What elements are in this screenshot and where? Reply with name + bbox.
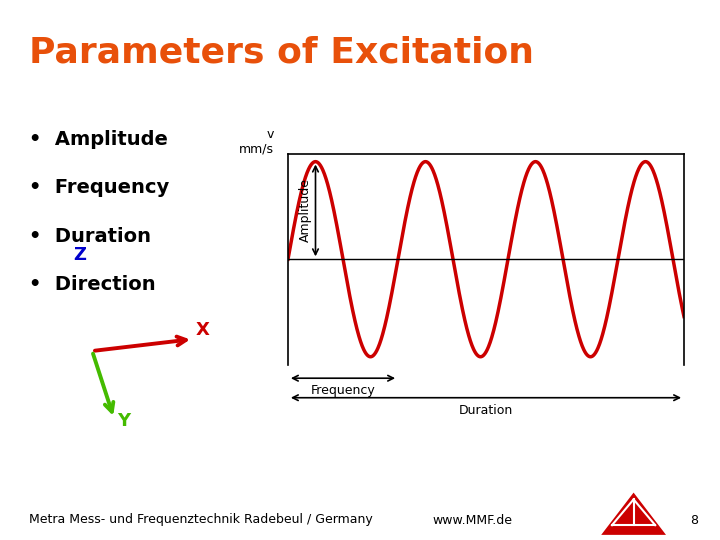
Text: v
mm/s: v mm/s: [239, 127, 274, 156]
Text: 8: 8: [690, 514, 698, 526]
Text: Z: Z: [73, 246, 86, 264]
Text: Metra Mess- und Frequenztechnik Radebeul / Germany: Metra Mess- und Frequenztechnik Radebeul…: [29, 514, 372, 526]
Text: www.MMF.de: www.MMF.de: [432, 514, 512, 526]
Text: X: X: [196, 321, 210, 339]
Text: •  Duration: • Duration: [29, 227, 150, 246]
Polygon shape: [601, 492, 666, 535]
Text: •  Frequency: • Frequency: [29, 178, 169, 197]
Text: Parameters of Excitation: Parameters of Excitation: [29, 35, 534, 69]
Text: Amplitude: Amplitude: [299, 178, 312, 242]
Text: Y: Y: [117, 411, 130, 429]
Text: Duration: Duration: [459, 403, 513, 416]
Text: Frequency: Frequency: [310, 384, 375, 397]
Text: •  Amplitude: • Amplitude: [29, 130, 168, 148]
Text: •  Direction: • Direction: [29, 275, 156, 294]
